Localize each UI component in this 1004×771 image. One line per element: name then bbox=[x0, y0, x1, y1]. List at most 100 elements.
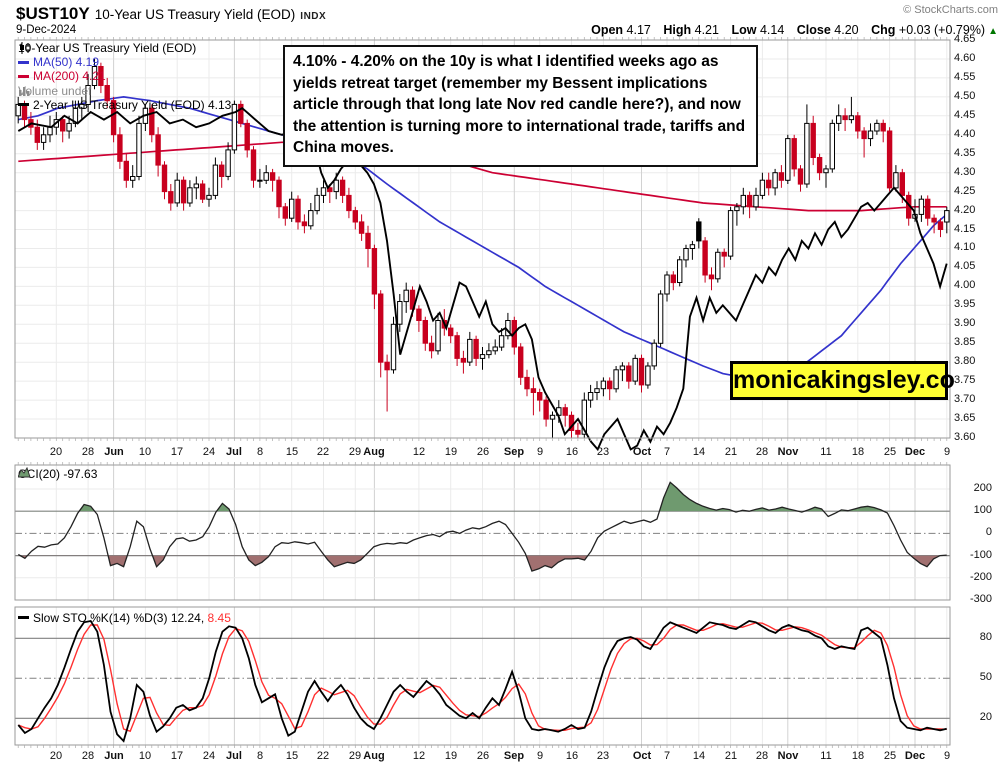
x-axis-label-bottom: 24 bbox=[202, 750, 216, 762]
line-swatch-icon bbox=[18, 616, 29, 619]
x-axis-label-bottom: 14 bbox=[692, 750, 706, 762]
open-label: Open bbox=[591, 23, 624, 37]
x-axis-label-top: Aug bbox=[363, 446, 385, 458]
watermark-badge: monicakingsley.co bbox=[730, 361, 955, 400]
cci-label-text: CCI(20) -97.63 bbox=[18, 467, 98, 481]
x-axis-label-top: 18 bbox=[851, 446, 865, 458]
x-axis-label-bottom: 11 bbox=[820, 750, 832, 762]
x-axis-label-bottom: 23 bbox=[596, 750, 610, 762]
x-axis-label-bottom: 10 bbox=[138, 750, 152, 762]
x-axis-label-top: 16 bbox=[565, 446, 579, 458]
page-title: 10-Year US Treasury Yield (EOD) bbox=[94, 7, 296, 22]
x-axis-label-bottom: Jul bbox=[226, 750, 242, 762]
x-axis-label-bottom: 18 bbox=[851, 750, 865, 762]
x-axis-label-top: 29 bbox=[348, 446, 362, 458]
open-value: 4.17 bbox=[626, 23, 651, 37]
price-y-axis-label: 3.60 bbox=[954, 431, 976, 443]
cci-y-axis-label: 200 bbox=[973, 482, 992, 494]
price-y-axis-label: 3.75 bbox=[954, 374, 976, 386]
x-axis-label-top: Sep bbox=[503, 446, 525, 458]
x-axis-label-top: 19 bbox=[444, 446, 458, 458]
high-label: High bbox=[663, 23, 692, 37]
legend-item-2: MA(200) 4.21 bbox=[18, 70, 106, 83]
price-y-axis-label: 3.85 bbox=[954, 336, 976, 348]
price-y-axis-label: 3.90 bbox=[954, 317, 976, 329]
change-up-icon: ▲ bbox=[988, 26, 998, 37]
analyst-annotation-box: 4.10% - 4.20% on the 10y is what I ident… bbox=[283, 45, 758, 167]
x-axis-label-bottom: 17 bbox=[170, 750, 184, 762]
x-axis-label-bottom: 28 bbox=[81, 750, 95, 762]
x-axis-label-bottom: 21 bbox=[724, 750, 738, 762]
x-axis-label-top: 22 bbox=[316, 446, 330, 458]
x-axis-label-bottom: Nov bbox=[777, 750, 799, 762]
x-axis-label-top: 20 bbox=[49, 446, 63, 458]
candlestick-icon bbox=[20, 42, 31, 54]
x-axis-label-bottom: Dec bbox=[904, 750, 926, 762]
x-axis-label-top: 12 bbox=[412, 446, 426, 458]
x-axis-label-top: 9 bbox=[536, 446, 544, 458]
price-y-axis-label: 4.15 bbox=[954, 223, 976, 235]
x-axis-label-bottom: 12 bbox=[412, 750, 426, 762]
x-axis-label-bottom: 9 bbox=[943, 750, 951, 762]
sto-label-text: Slow STO %K(14) %D(3) 12.24, bbox=[33, 611, 205, 625]
x-axis-label-bottom: Aug bbox=[363, 750, 385, 762]
volume-bars-icon bbox=[19, 86, 30, 96]
line-swatch-icon bbox=[18, 74, 29, 78]
sto-d-value: 8.45 bbox=[204, 611, 231, 625]
price-y-axis-label: 4.00 bbox=[954, 279, 976, 291]
cci-y-axis-label: -300 bbox=[969, 593, 992, 605]
x-axis-label-top: Oct bbox=[632, 446, 652, 458]
x-axis-label-bottom: Sep bbox=[503, 750, 525, 762]
line-swatch-icon bbox=[18, 60, 29, 64]
copyright: © StockCharts.com bbox=[903, 4, 998, 16]
x-axis-label-top: 17 bbox=[170, 446, 184, 458]
x-axis-label-bottom: Oct bbox=[632, 750, 652, 762]
close-label: Close bbox=[796, 23, 831, 37]
x-axis-label-bottom: 8 bbox=[256, 750, 264, 762]
high-value: 4.21 bbox=[694, 23, 719, 37]
close-value: 4.20 bbox=[834, 23, 859, 37]
x-axis-label-top: Dec bbox=[904, 446, 926, 458]
price-y-axis-label: 4.30 bbox=[954, 166, 976, 178]
price-y-axis-label: 3.95 bbox=[954, 298, 976, 310]
cci-area-icon bbox=[18, 467, 31, 478]
x-axis-label-top: 28 bbox=[755, 446, 769, 458]
x-axis-label-top: 11 bbox=[820, 446, 832, 458]
x-axis-label-top: 15 bbox=[285, 446, 299, 458]
legend-item-3: Volume undef bbox=[18, 84, 91, 98]
price-y-axis-label: 3.70 bbox=[954, 393, 976, 405]
chart-header: $UST10Y 10-Year US Treasury Yield (EOD) IN… bbox=[16, 4, 326, 24]
x-axis-label-top: 14 bbox=[692, 446, 706, 458]
legend-item-0: 10-Year US Treasury Yield (EOD) bbox=[18, 42, 196, 55]
symbol: $UST10Y bbox=[16, 4, 90, 23]
price-y-axis-label: 3.65 bbox=[954, 412, 976, 424]
price-y-axis-label: 4.20 bbox=[954, 204, 976, 216]
price-y-axis-label: 4.35 bbox=[954, 147, 976, 159]
cci-panel-label: CCI(20) -97.63 bbox=[18, 467, 97, 481]
x-axis-label-bottom: 9 bbox=[536, 750, 544, 762]
legend-item-label: MA(50) 4.19 bbox=[33, 55, 100, 70]
price-y-axis-label: 4.55 bbox=[954, 71, 976, 83]
x-axis-label-bottom: 28 bbox=[755, 750, 769, 762]
price-y-axis-label: 4.25 bbox=[954, 185, 976, 197]
price-y-axis-label: 4.05 bbox=[954, 260, 976, 272]
legend-item-4: 2-Year US Treasury Yield (EOD) 4.13 bbox=[18, 98, 231, 112]
x-axis-label-top: 25 bbox=[883, 446, 897, 458]
x-axis-label-top: 28 bbox=[81, 446, 95, 458]
chart-date: 9-Dec-2024 bbox=[16, 24, 77, 36]
x-axis-label-top: 23 bbox=[596, 446, 610, 458]
x-axis-label-bottom: 26 bbox=[476, 750, 490, 762]
cci-y-axis-label: 0 bbox=[985, 526, 992, 538]
x-axis-label-bottom: 25 bbox=[883, 750, 897, 762]
cci-y-axis-label: 100 bbox=[973, 504, 992, 516]
x-axis-label-top: Jul bbox=[226, 446, 242, 458]
x-axis-label-top: 9 bbox=[943, 446, 951, 458]
x-axis-label-bottom: Jun bbox=[104, 750, 124, 762]
price-y-axis-label: 4.45 bbox=[954, 109, 976, 121]
chg-value: +0.03 (+0.79%) bbox=[898, 23, 986, 37]
price-y-axis-label: 4.40 bbox=[954, 128, 976, 140]
x-axis-label-bottom: 22 bbox=[316, 750, 330, 762]
price-y-axis-label: 3.80 bbox=[954, 355, 976, 367]
